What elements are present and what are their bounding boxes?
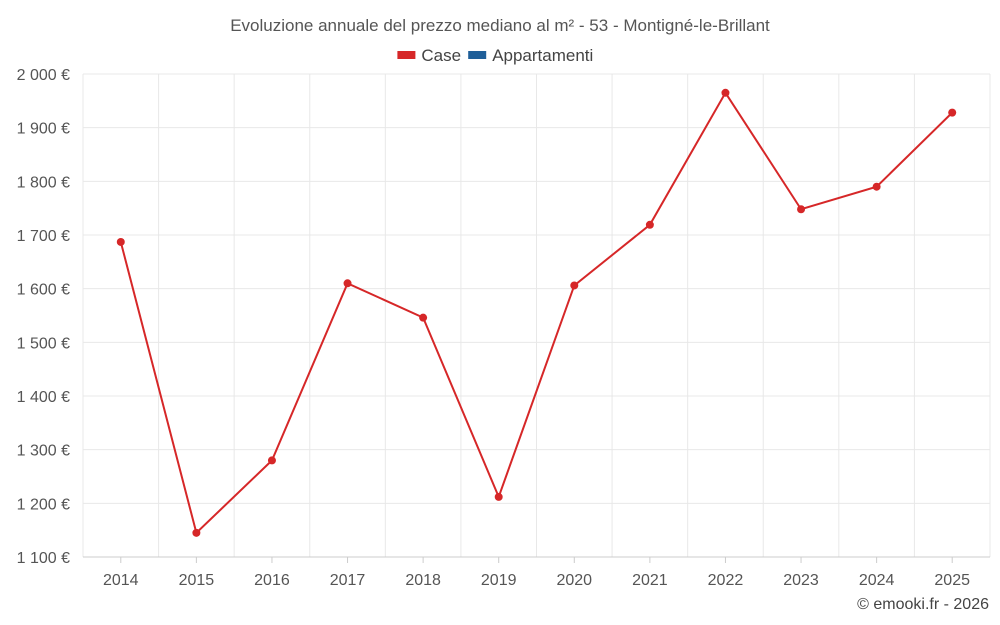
data-point[interactable] (570, 281, 579, 290)
legend-label: Case (421, 46, 461, 65)
x-tick-label: 2018 (405, 572, 441, 589)
x-tick-label: 2023 (783, 572, 819, 589)
grid (82, 73, 991, 558)
y-tick-label: 1 300 € (17, 443, 70, 460)
data-point[interactable] (343, 279, 352, 288)
legend-item-case[interactable]: Case (397, 46, 461, 65)
x-tick-label: 2014 (103, 572, 139, 589)
x-axis: 2014 2015 2016 2017 2018 2019 2020 2021 2022 2023… (103, 557, 970, 589)
y-tick-label: 1 400 € (17, 389, 70, 406)
legend: Case Appartamenti (397, 46, 593, 65)
y-axis: 1 100 € 1 200 € 1 300 € 1 400 € 1 500 € 1 600… (17, 67, 70, 567)
y-tick-label: 1 500 € (17, 335, 70, 352)
y-tick-label: 2 000 € (17, 67, 70, 84)
data-point[interactable] (872, 182, 881, 191)
copyright-footer: © emooki.fr - 2026 (857, 596, 989, 613)
x-tick-label: 2022 (708, 572, 744, 589)
y-tick-label: 1 600 € (17, 282, 70, 299)
x-tick-label: 2017 (330, 572, 366, 589)
x-tick-label: 2020 (556, 572, 592, 589)
data-point[interactable] (797, 205, 806, 214)
data-point[interactable] (721, 88, 730, 97)
data-point[interactable] (494, 492, 503, 501)
legend-item-appartamenti[interactable]: Appartamenti (468, 46, 593, 65)
series (116, 88, 957, 537)
data-point[interactable] (419, 313, 428, 322)
series-line-case (119, 90, 953, 535)
x-tick-label: 2015 (179, 572, 215, 589)
y-tick-label: 1 900 € (17, 121, 70, 138)
y-tick-label: 1 800 € (17, 174, 70, 191)
x-tick-label: 2016 (254, 572, 290, 589)
y-tick-label: 1 200 € (17, 496, 70, 513)
legend-swatch (468, 51, 487, 59)
x-tick-label: 2025 (934, 572, 970, 589)
x-tick-label: 2019 (481, 572, 517, 589)
chart-title: Evoluzione annuale del prezzo mediano al… (230, 16, 770, 35)
y-tick-label: 1 700 € (17, 228, 70, 245)
data-point[interactable] (192, 528, 201, 537)
x-tick-label: 2021 (632, 572, 668, 589)
y-tick-label: 1 100 € (17, 550, 70, 567)
data-point[interactable] (267, 456, 276, 465)
legend-swatch (397, 51, 416, 59)
legend-label: Appartamenti (492, 46, 593, 65)
data-point[interactable] (645, 220, 654, 229)
x-tick-label: 2024 (859, 572, 895, 589)
data-point[interactable] (116, 237, 125, 246)
data-point[interactable] (948, 108, 957, 117)
